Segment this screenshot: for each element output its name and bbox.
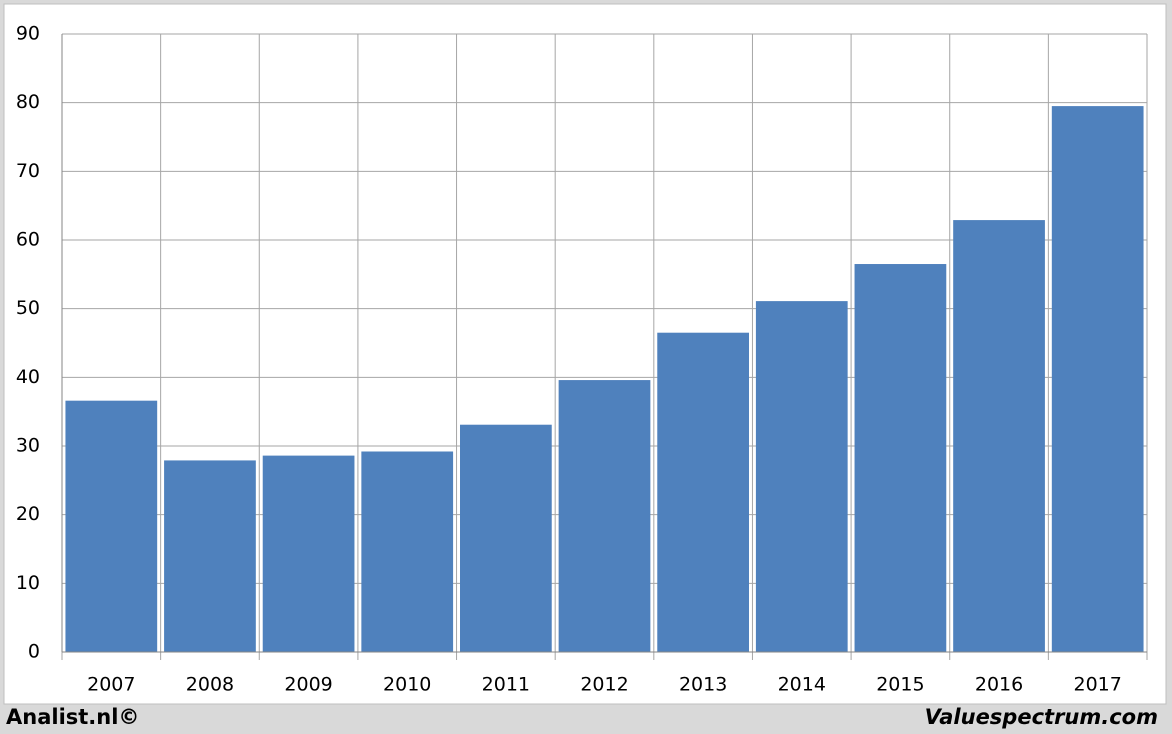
bar <box>262 455 355 652</box>
bar <box>953 220 1045 652</box>
bar <box>755 301 848 652</box>
x-tick-label: 2007 <box>87 674 135 696</box>
bar <box>459 424 552 652</box>
bar <box>854 264 947 652</box>
x-tick-label: 2014 <box>778 674 826 696</box>
bar <box>361 451 454 652</box>
y-tick-label: 60 <box>16 229 40 251</box>
y-tick-label: 40 <box>16 366 40 388</box>
y-tick-label: 0 <box>28 641 40 663</box>
x-tick-label: 2017 <box>1074 674 1122 696</box>
bar <box>164 460 256 652</box>
y-tick-label: 10 <box>16 572 40 594</box>
x-tick-label: 2015 <box>876 674 924 696</box>
x-tick-label: 2013 <box>679 674 727 696</box>
bar <box>65 400 158 652</box>
bar <box>657 332 750 652</box>
source-left: Analist.nl© <box>6 705 139 729</box>
y-tick-label: 20 <box>16 503 40 525</box>
x-tick-label: 2016 <box>975 674 1023 696</box>
y-tick-label: 50 <box>16 297 40 319</box>
x-tick-label: 2009 <box>284 674 332 696</box>
bar <box>558 380 651 652</box>
y-tick-label: 30 <box>16 435 40 457</box>
x-tick-label: 2008 <box>186 674 234 696</box>
bar <box>1051 106 1144 653</box>
x-tick-label: 2012 <box>580 674 628 696</box>
x-tick-label: 2011 <box>482 674 530 696</box>
y-tick-label: 70 <box>16 160 40 182</box>
x-tick-label: 2010 <box>383 674 431 696</box>
y-tick-label: 90 <box>16 23 40 45</box>
source-right: Valuespectrum.com <box>925 705 1158 729</box>
y-tick-label: 80 <box>16 91 40 113</box>
